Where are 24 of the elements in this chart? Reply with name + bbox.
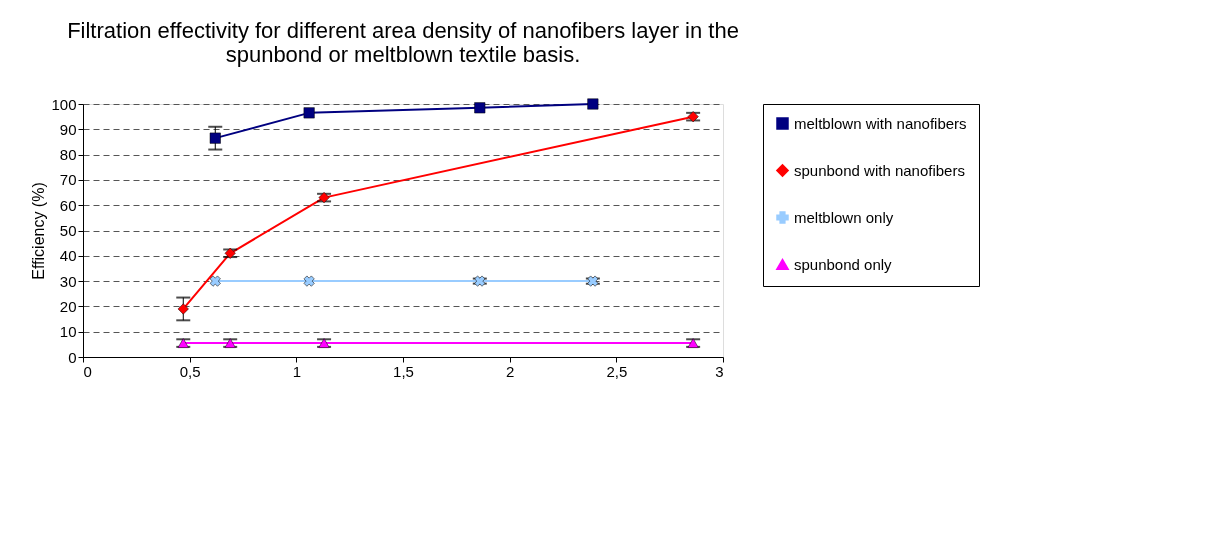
y-tick-label: 0 <box>68 348 77 366</box>
x-tick-label: 2,5 <box>606 362 628 380</box>
y-tick-label: 20 <box>59 297 77 315</box>
y-tick-label: 50 <box>59 222 77 239</box>
x-tick-label: 0 <box>83 362 92 380</box>
y-tick-label: 40 <box>59 247 77 265</box>
legend-label: spunbond only <box>794 255 893 273</box>
legend-label: spunbond with nanofibers <box>794 161 965 179</box>
legend-label: meltblown only <box>794 208 894 226</box>
x-tick-label: 2 <box>505 362 515 380</box>
y-tick-label: 30 <box>59 272 77 290</box>
y-tick-label: 70 <box>59 171 77 189</box>
x-tick-label: 1,5 <box>393 362 414 380</box>
chart-title: Filtration effectivity for different area density of nanofibers layer in the spunbond or meltblown textile basis. <box>67 18 739 67</box>
x-tick-label: 3 <box>715 362 724 380</box>
y-tick-label: 100 <box>51 95 77 113</box>
x-tick-label: 1 <box>292 362 302 380</box>
x-tick-label: 0,5 <box>179 362 201 380</box>
legend-label: meltblown with nanofibers <box>794 114 967 132</box>
y-tick-label: 10 <box>59 323 77 341</box>
y-axis-title: Efficiency (%) <box>30 182 48 280</box>
y-tick-label: 60 <box>59 196 77 214</box>
y-tick-label: 80 <box>59 146 77 164</box>
y-tick-label: 90 <box>59 120 77 138</box>
